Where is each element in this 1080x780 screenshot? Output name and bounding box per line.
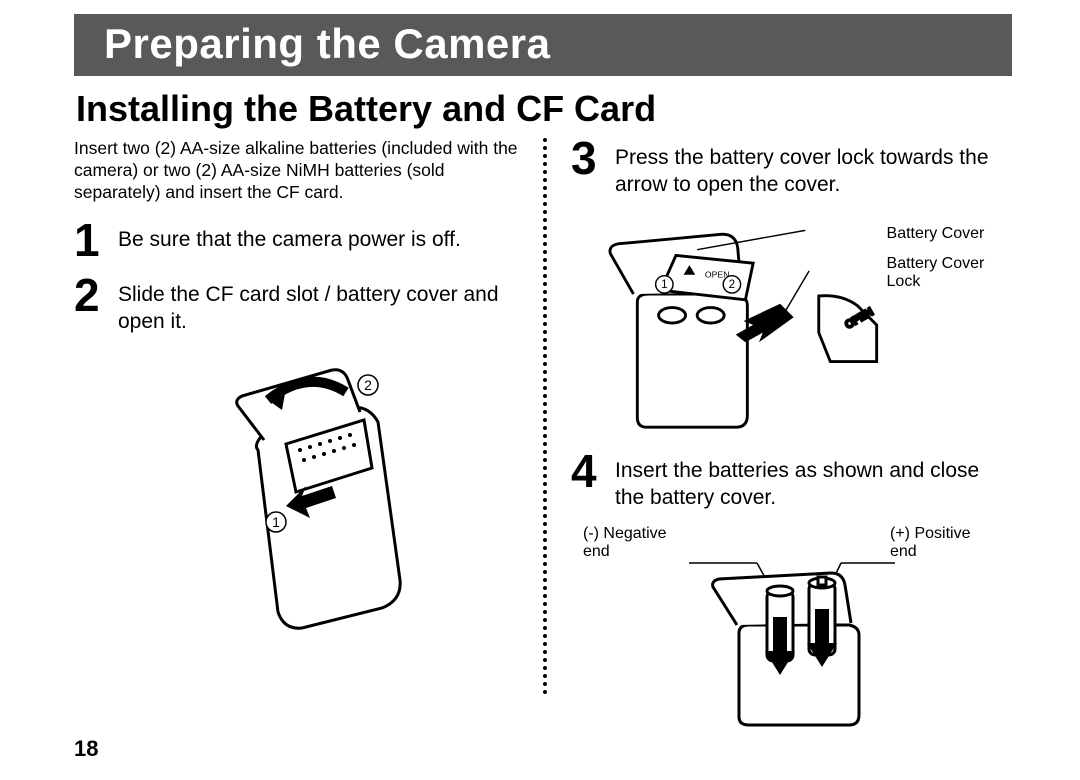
left-column: Insert two (2) AA-size alkaline batterie… (74, 138, 543, 727)
step-text: Slide the CF card slot / battery cover a… (118, 275, 521, 336)
section-title: Installing the Battery and CF Card (74, 84, 1012, 138)
svg-text:1: 1 (661, 279, 667, 291)
step-number: 2 (74, 275, 106, 316)
figure-step4-wrap: (-) Negative end (+) Positive end (571, 525, 1012, 727)
intro-paragraph: Insert two (2) AA-size alkaline batterie… (74, 138, 521, 204)
right-column: 3 Press the battery cover lock towards t… (543, 138, 1012, 727)
chapter-title: Preparing the Camera (104, 20, 1012, 68)
step-3: 3 Press the battery cover lock towards t… (571, 138, 1012, 199)
figure3-callouts: Battery Cover Battery Cover Lock (887, 217, 1012, 291)
step-2: 2 Slide the CF card slot / battery cover… (74, 275, 521, 336)
step-number: 1 (74, 220, 106, 261)
negative-end-label: (-) Negative end (583, 525, 693, 561)
svg-text:2: 2 (729, 279, 735, 291)
step-4: 4 Insert the batteries as shown and clos… (571, 451, 1012, 512)
page-number: 18 (74, 736, 98, 762)
step-1: 1 Be sure that the camera power is off. (74, 220, 521, 261)
step-text: Insert the batteries as shown and close … (615, 451, 1012, 512)
positive-end-label: (+) Positive end (890, 525, 1000, 561)
svg-text:1: 1 (272, 514, 280, 530)
svg-text:2: 2 (364, 377, 372, 393)
figure-step2-camera: 2 1 (168, 350, 428, 630)
figure-step3-wrap: OPEN 1 2 OPEN (571, 213, 1012, 433)
battery-cover-lock-label: Battery Cover Lock (887, 255, 1012, 291)
manual-page: Preparing the Camera Installing the Batt… (0, 14, 1080, 780)
two-column-layout: for(let i=0;i<70;i++)document.write('<sp… (74, 138, 1012, 727)
step-text: Press the battery cover lock towards the… (615, 138, 1012, 199)
figure4-labels-row: (-) Negative end (+) Positive end (571, 525, 1012, 561)
chapter-header-bar: Preparing the Camera (74, 14, 1012, 76)
step-text: Be sure that the camera power is off. (118, 220, 461, 253)
figure-step4-camera (627, 557, 957, 727)
step-number: 3 (571, 138, 603, 179)
battery-cover-label: Battery Cover (887, 225, 1012, 243)
figure-step3-camera: OPEN 1 2 OPEN (591, 213, 881, 433)
step-number: 4 (571, 451, 603, 492)
